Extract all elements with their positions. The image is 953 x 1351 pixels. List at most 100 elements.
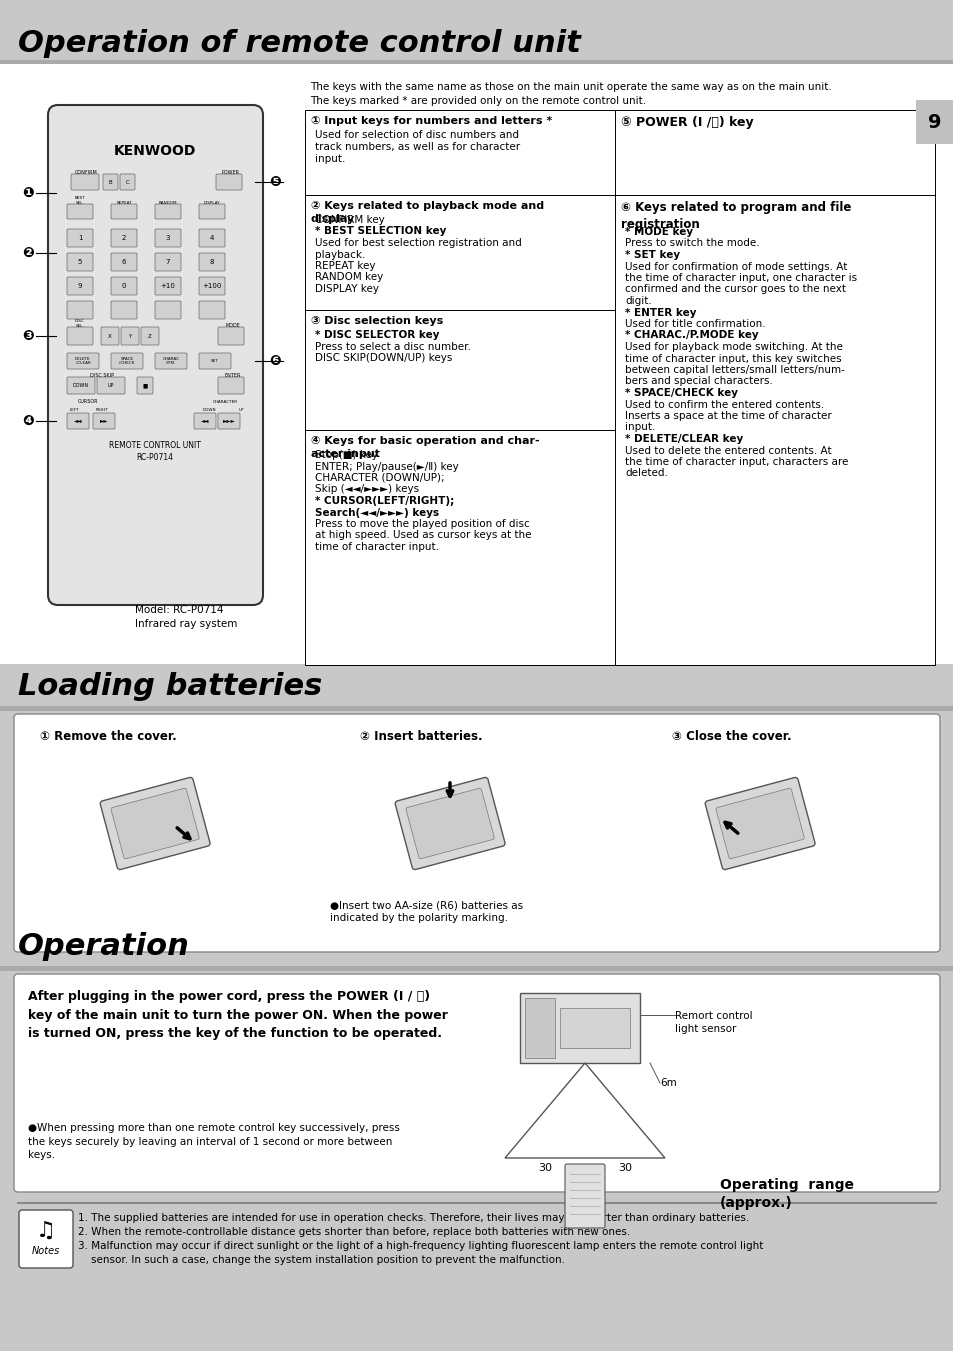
Text: time of character input, this key switches: time of character input, this key switch… <box>624 354 841 363</box>
Text: ENTER: ENTER <box>225 373 241 378</box>
FancyBboxPatch shape <box>14 974 939 1192</box>
Text: Operation: Operation <box>18 932 190 961</box>
Text: time of character input.: time of character input. <box>314 542 438 553</box>
Text: bers and special characters.: bers and special characters. <box>624 377 772 386</box>
Text: ② Keys related to playback mode and
display: ② Keys related to playback mode and disp… <box>311 201 543 224</box>
FancyBboxPatch shape <box>111 204 137 219</box>
Text: Used for title confirmation.: Used for title confirmation. <box>624 319 765 330</box>
Text: ENTER; Play/pause(►/Ⅱ) key: ENTER; Play/pause(►/Ⅱ) key <box>314 462 458 471</box>
Text: ⑤ POWER (I /⏻) key: ⑤ POWER (I /⏻) key <box>620 116 753 128</box>
Text: ►►: ►► <box>100 419 108 423</box>
Text: input.: input. <box>624 423 655 432</box>
FancyBboxPatch shape <box>121 327 139 345</box>
Text: * CHARAC./P.MODE key: * CHARAC./P.MODE key <box>624 331 758 340</box>
FancyBboxPatch shape <box>67 377 95 394</box>
Text: 1. The supplied batteries are intended for use in operation checks. Therefore, t: 1. The supplied batteries are intended f… <box>78 1213 748 1223</box>
Text: ② Insert batteries.: ② Insert batteries. <box>359 730 482 743</box>
Text: digit.: digit. <box>624 296 651 305</box>
Text: CHARACTER (DOWN/UP);: CHARACTER (DOWN/UP); <box>314 473 444 484</box>
FancyBboxPatch shape <box>154 230 181 247</box>
Text: 8: 8 <box>210 259 214 265</box>
Text: UP: UP <box>108 382 114 388</box>
Text: BEST
SEL.: BEST SEL. <box>74 196 85 205</box>
FancyBboxPatch shape <box>199 253 225 272</box>
Text: ④ Keys for basic operation and char-
acter input: ④ Keys for basic operation and char- act… <box>311 436 539 459</box>
Text: * SET key: * SET key <box>624 250 679 259</box>
Text: 4: 4 <box>210 235 214 240</box>
FancyBboxPatch shape <box>154 204 181 219</box>
Text: DELETE
/CLEAR: DELETE /CLEAR <box>75 357 91 365</box>
Text: +10: +10 <box>160 282 175 289</box>
Text: ③ Close the cover.: ③ Close the cover. <box>671 730 791 743</box>
FancyBboxPatch shape <box>120 174 135 190</box>
FancyBboxPatch shape <box>218 377 244 394</box>
Text: Inserts a space at the time of character: Inserts a space at the time of character <box>624 411 831 422</box>
Text: Used to delete the entered contents. At: Used to delete the entered contents. At <box>624 446 831 455</box>
Text: CHARACTER: CHARACTER <box>213 400 237 404</box>
Text: ●When pressing more than one remote control key successively, press
the keys sec: ●When pressing more than one remote cont… <box>28 1123 399 1161</box>
Text: Skip (◄◄/►►►) keys: Skip (◄◄/►►►) keys <box>314 485 418 494</box>
Bar <box>305 109 934 665</box>
Text: * ENTER key: * ENTER key <box>624 308 696 317</box>
FancyBboxPatch shape <box>67 204 92 219</box>
FancyBboxPatch shape <box>71 174 99 190</box>
Text: track numbers, as well as for character: track numbers, as well as for character <box>314 142 519 153</box>
Text: C: C <box>126 180 130 185</box>
Text: ① Remove the cover.: ① Remove the cover. <box>40 730 176 743</box>
Text: DOWN: DOWN <box>72 382 89 388</box>
Text: UP: UP <box>238 408 244 412</box>
Text: ❷: ❷ <box>22 246 34 259</box>
Text: RIGHT: RIGHT <box>95 408 109 412</box>
Text: LEFT: LEFT <box>70 408 79 412</box>
Text: ③ Disc selection keys: ③ Disc selection keys <box>311 316 443 326</box>
Text: ❸: ❸ <box>22 330 34 343</box>
FancyBboxPatch shape <box>215 174 242 190</box>
Text: playback.: playback. <box>314 250 365 259</box>
Text: DISC SKIP: DISC SKIP <box>90 373 113 378</box>
Text: confirmed and the cursor goes to the next: confirmed and the cursor goes to the nex… <box>624 285 845 295</box>
Text: * BEST SELECTION key: * BEST SELECTION key <box>314 227 446 236</box>
Text: The keys marked * are provided only on the remote control unit.: The keys marked * are provided only on t… <box>310 96 645 105</box>
FancyBboxPatch shape <box>193 413 215 430</box>
Text: KENWOOD: KENWOOD <box>113 145 196 158</box>
Text: Z: Z <box>148 334 152 339</box>
Text: sensor. In such a case, change the system installation position to prevent the m: sensor. In such a case, change the syste… <box>78 1255 564 1265</box>
FancyBboxPatch shape <box>67 230 92 247</box>
Text: 30: 30 <box>537 1163 552 1173</box>
FancyBboxPatch shape <box>103 174 118 190</box>
Text: deleted.: deleted. <box>624 469 667 478</box>
FancyBboxPatch shape <box>199 277 225 295</box>
Text: ❺: ❺ <box>269 176 280 189</box>
Text: * SPACE/CHECK key: * SPACE/CHECK key <box>624 388 738 399</box>
Bar <box>0 59 953 63</box>
FancyBboxPatch shape <box>14 713 939 952</box>
Text: DISPLAY key: DISPLAY key <box>314 284 378 295</box>
Text: * MODE key: * MODE key <box>624 227 693 236</box>
Text: Used for playback mode switching. At the: Used for playback mode switching. At the <box>624 342 842 353</box>
FancyBboxPatch shape <box>67 253 92 272</box>
Bar <box>559 1008 629 1048</box>
Text: Press to select a disc number.: Press to select a disc number. <box>314 342 471 351</box>
Text: Press to switch the mode.: Press to switch the mode. <box>624 239 759 249</box>
Text: the time of character input, characters are: the time of character input, characters … <box>624 457 847 467</box>
FancyBboxPatch shape <box>67 277 92 295</box>
Text: ◄◄: ◄◄ <box>200 419 209 423</box>
FancyBboxPatch shape <box>111 301 137 319</box>
Text: 9: 9 <box>927 112 941 131</box>
Text: ●Insert two AA-size (R6) batteries as
indicated by the polarity marking.: ●Insert two AA-size (R6) batteries as in… <box>330 900 522 923</box>
Bar <box>0 707 953 711</box>
Text: 2: 2 <box>122 235 126 240</box>
Bar <box>524 998 555 1058</box>
Text: at high speed. Used as cursor keys at the: at high speed. Used as cursor keys at th… <box>314 531 531 540</box>
Text: * CURSOR(LEFT/RIGHT);: * CURSOR(LEFT/RIGHT); <box>314 496 454 507</box>
FancyBboxPatch shape <box>199 301 225 319</box>
Text: ❻: ❻ <box>269 354 280 367</box>
FancyBboxPatch shape <box>218 413 240 430</box>
Text: After plugging in the power cord, press the POWER (I / ⏻)
key of the main unit t: After plugging in the power cord, press … <box>28 990 447 1040</box>
Text: Press to move the played position of disc: Press to move the played position of dis… <box>314 519 529 530</box>
Text: CONFIRM key: CONFIRM key <box>314 215 384 226</box>
Text: CHARAC
/P.M.: CHARAC /P.M. <box>162 357 179 365</box>
Text: RANDOM key: RANDOM key <box>314 273 383 282</box>
Text: Stop(■) key: Stop(■) key <box>314 450 377 459</box>
Text: 7: 7 <box>166 259 170 265</box>
